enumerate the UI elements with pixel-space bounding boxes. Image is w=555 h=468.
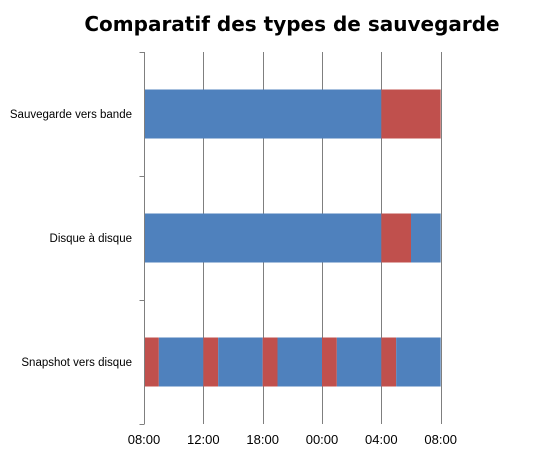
- x-tick-label-5: 08:00: [424, 432, 457, 447]
- bar-segment-1-2: [411, 213, 441, 263]
- bar-segment-2-7: [336, 337, 382, 387]
- bar-segment-2-9: [396, 337, 441, 387]
- bar-rows: [144, 89, 441, 387]
- chart-title: Comparatif des types de sauvegarde: [84, 12, 499, 36]
- x-tick-label-0: 08:00: [128, 432, 161, 447]
- bar-segment-0-1: [381, 89, 441, 139]
- x-tick-label-1: 12:00: [187, 432, 220, 447]
- x-tick-label-4: 04:00: [365, 432, 398, 447]
- category-label-0: Sauvegarde vers bande: [10, 109, 132, 121]
- category-label-2: Snapshot vers disque: [21, 357, 132, 369]
- bar-segment-0-0: [144, 89, 382, 139]
- bar-segment-1-1: [381, 213, 411, 263]
- axes: [139, 52, 145, 425]
- bar-segment-2-6: [322, 337, 337, 387]
- x-tick-label-2: 18:00: [246, 432, 279, 447]
- bar-segment-2-2: [203, 337, 219, 387]
- bar-segment-2-1: [158, 337, 204, 387]
- bar-segment-1-0: [144, 213, 382, 263]
- bar-segment-2-5: [277, 337, 322, 387]
- category-label-1: Disque à disque: [50, 233, 132, 245]
- bar-segment-2-3: [218, 337, 263, 387]
- bar-segment-2-4: [262, 337, 278, 387]
- bar-segment-2-0: [144, 337, 159, 387]
- axis-labels: Sauvegarde vers bande Disque à disque Snap…: [10, 109, 457, 447]
- x-tick-label-3: 00:00: [306, 432, 339, 447]
- bar-segment-2-8: [381, 337, 397, 387]
